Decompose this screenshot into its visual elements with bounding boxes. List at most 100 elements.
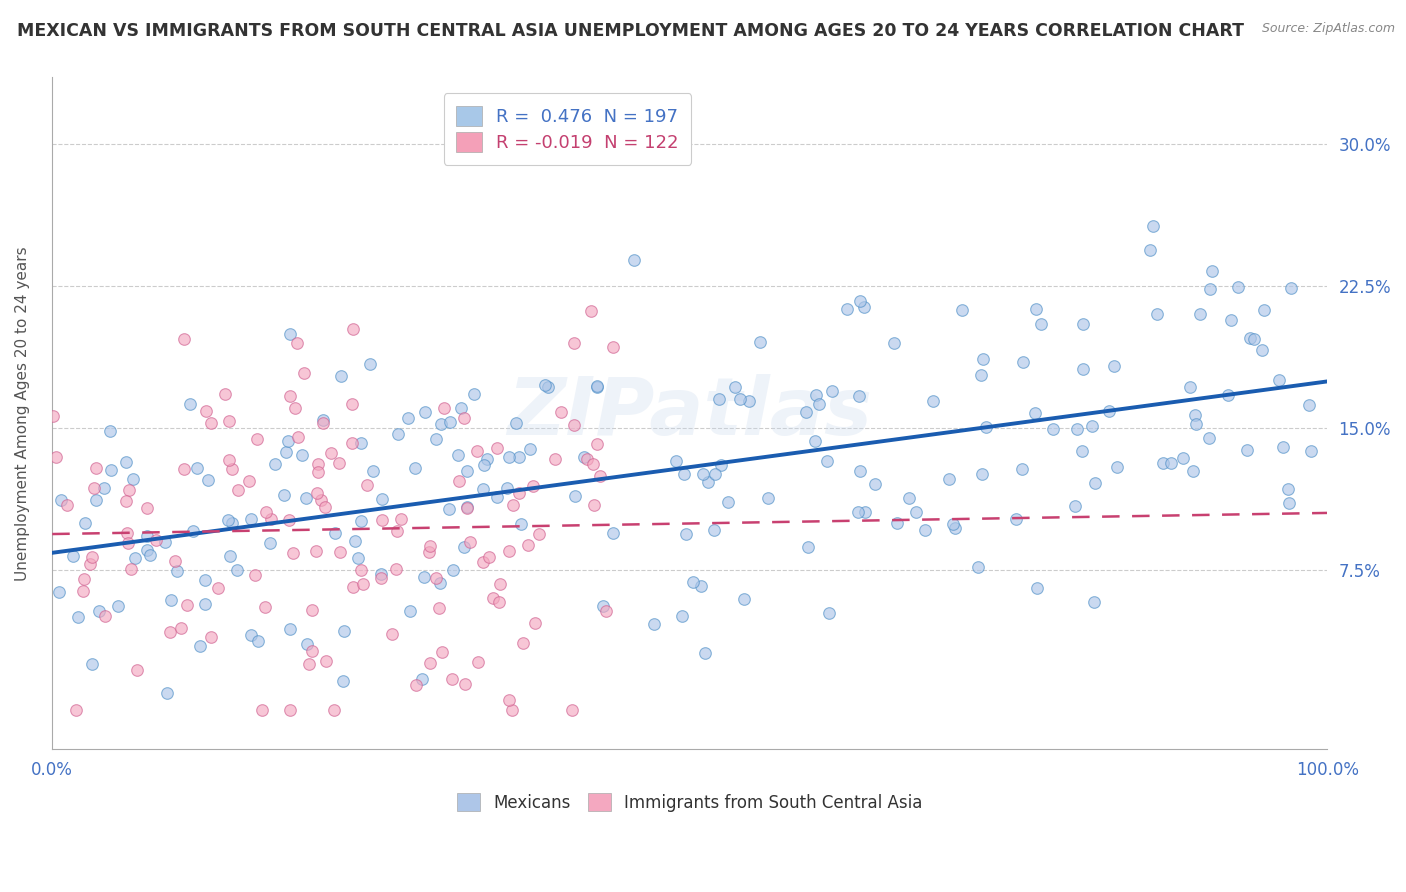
Point	[441, 564, 464, 578]
Point	[260, 512, 283, 526]
Point	[943, 521, 966, 535]
Point	[1253, 303, 1275, 318]
Point	[186, 461, 208, 475]
Point	[485, 441, 508, 455]
Point	[643, 617, 665, 632]
Point	[342, 580, 364, 594]
Point	[287, 430, 309, 444]
Point	[439, 415, 461, 429]
Point	[73, 516, 96, 530]
Point	[84, 461, 107, 475]
Point	[1029, 317, 1052, 331]
Point	[342, 322, 364, 336]
Point	[145, 533, 167, 547]
Point	[307, 466, 329, 480]
Point	[425, 571, 447, 585]
Point	[1066, 422, 1088, 436]
Point	[283, 546, 305, 560]
Point	[1025, 581, 1047, 595]
Point	[821, 384, 844, 398]
Point	[124, 551, 146, 566]
Point	[240, 512, 263, 526]
Point	[328, 456, 350, 470]
Point	[585, 378, 607, 392]
Point	[756, 491, 779, 505]
Point	[284, 401, 307, 415]
Point	[474, 458, 496, 472]
Point	[228, 483, 250, 497]
Point	[475, 452, 498, 467]
Point	[534, 378, 557, 392]
Point	[254, 505, 277, 519]
Point	[564, 490, 586, 504]
Point	[340, 397, 363, 411]
Point	[301, 603, 323, 617]
Point	[1251, 343, 1274, 358]
Point	[696, 475, 718, 489]
Point	[243, 567, 266, 582]
Point	[429, 600, 451, 615]
Point	[574, 450, 596, 465]
Point	[803, 434, 825, 448]
Point	[163, 554, 186, 568]
Point	[1081, 418, 1104, 433]
Point	[238, 474, 260, 488]
Point	[1220, 312, 1243, 326]
Point	[305, 486, 328, 500]
Point	[304, 544, 326, 558]
Point	[1012, 355, 1035, 369]
Point	[62, 549, 84, 564]
Point	[389, 512, 412, 526]
Point	[898, 491, 921, 505]
Point	[561, 703, 583, 717]
Point	[200, 416, 222, 430]
Point	[125, 663, 148, 677]
Point	[592, 599, 614, 613]
Text: Source: ZipAtlas.com: Source: ZipAtlas.com	[1261, 22, 1395, 36]
Text: MEXICAN VS IMMIGRANTS FROM SOUTH CENTRAL ASIA UNEMPLOYMENT AMONG AGES 20 TO 24 Y: MEXICAN VS IMMIGRANTS FROM SOUTH CENTRAL…	[17, 22, 1244, 40]
Point	[1083, 595, 1105, 609]
Point	[848, 389, 870, 403]
Point	[181, 524, 204, 538]
Point	[166, 565, 188, 579]
Point	[562, 336, 585, 351]
Point	[214, 386, 236, 401]
Point	[794, 404, 817, 418]
Point	[73, 572, 96, 586]
Point	[1139, 243, 1161, 257]
Point	[173, 462, 195, 476]
Point	[173, 332, 195, 346]
Point	[950, 303, 973, 318]
Point	[602, 526, 624, 541]
Point	[301, 644, 323, 658]
Point	[342, 436, 364, 450]
Point	[387, 427, 409, 442]
Point	[117, 536, 139, 550]
Point	[498, 450, 520, 464]
Point	[450, 401, 472, 416]
Point	[246, 634, 269, 648]
Point	[724, 380, 747, 394]
Point	[100, 462, 122, 476]
Point	[385, 562, 408, 576]
Point	[1024, 406, 1046, 420]
Point	[815, 454, 838, 468]
Point	[883, 336, 905, 351]
Point	[456, 500, 478, 515]
Point	[359, 357, 381, 371]
Point	[314, 500, 336, 514]
Point	[453, 411, 475, 425]
Point	[278, 389, 301, 403]
Point	[200, 630, 222, 644]
Point	[82, 657, 104, 671]
Point	[298, 657, 321, 672]
Point	[1201, 264, 1223, 278]
Point	[440, 673, 463, 687]
Point	[399, 604, 422, 618]
Point	[1071, 317, 1094, 331]
Point	[1298, 398, 1320, 412]
Point	[55, 498, 77, 512]
Point	[49, 492, 72, 507]
Point	[463, 386, 485, 401]
Point	[516, 538, 538, 552]
